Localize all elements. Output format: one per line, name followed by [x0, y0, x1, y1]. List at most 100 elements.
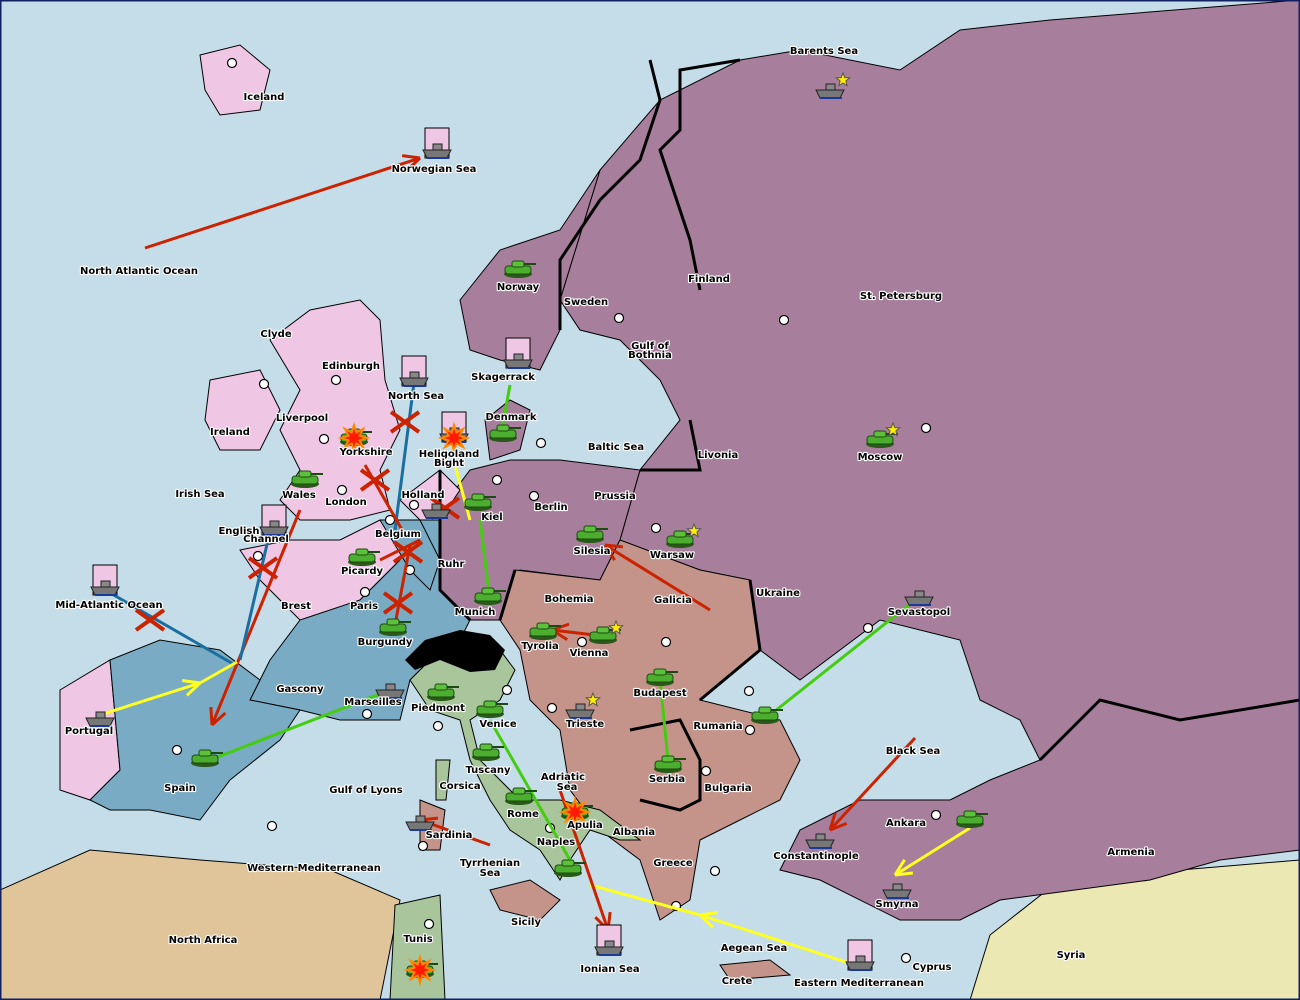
ship-icon[interactable]	[904, 590, 934, 606]
ship-deck	[513, 353, 524, 361]
ship-icon[interactable]	[503, 337, 533, 369]
convoy-line	[589, 883, 701, 917]
region-corsica[interactable]	[435, 759, 451, 801]
star-icon	[607, 619, 625, 635]
region-austria-balkans[interactable]	[499, 539, 801, 921]
support-line	[478, 519, 492, 601]
supply-center-dot	[258, 378, 270, 390]
province-label: St. Petersburg	[860, 291, 942, 302]
supply-center-dot	[613, 312, 625, 324]
province-label: Aegean Sea	[721, 943, 788, 954]
ship-icon[interactable]	[90, 564, 120, 596]
move-order-arrow	[210, 509, 302, 726]
ship-icon[interactable]	[594, 924, 624, 956]
province-label: North Africa	[169, 935, 238, 946]
tank-icon[interactable]	[751, 706, 783, 724]
province-label: Bohemia	[545, 594, 594, 605]
tank-icon[interactable]	[291, 470, 323, 488]
power-border	[658, 58, 741, 291]
province-label: Heligoland	[419, 449, 480, 460]
tank-icon[interactable]	[576, 525, 608, 543]
supply-center-dot	[330, 374, 342, 386]
tank-icon[interactable]	[654, 755, 686, 773]
ship-icon[interactable]	[805, 833, 835, 849]
star-icon	[884, 421, 902, 437]
tank-icon[interactable]	[529, 622, 561, 640]
province-label: Liverpool	[276, 413, 328, 424]
supply-center-dot	[660, 636, 672, 648]
supply-center-dot	[318, 433, 330, 445]
ship-icon[interactable]	[565, 703, 595, 719]
tank-icon[interactable]	[504, 260, 536, 278]
tank-icon[interactable]	[379, 618, 411, 636]
ship-hull	[503, 359, 533, 369]
tank-icon[interactable]	[505, 787, 537, 805]
ship-icon[interactable]	[405, 815, 435, 831]
tank-turret	[673, 530, 687, 538]
ship-deck	[415, 815, 426, 823]
ship-hull	[399, 377, 429, 387]
province-label: Denmark	[486, 412, 537, 423]
tank-icon[interactable]	[476, 700, 508, 718]
tank-icon[interactable]	[474, 587, 506, 605]
ship-icon[interactable]	[375, 683, 405, 699]
province-label: Trieste	[566, 719, 605, 730]
tank-turret	[583, 525, 597, 533]
province-label: Warsaw	[650, 550, 694, 561]
failed-order-x	[382, 591, 414, 615]
region-crete[interactable]	[719, 959, 792, 981]
supply-center-dot	[700, 765, 712, 777]
province-label: Kiel	[481, 512, 502, 523]
ship-icon[interactable]	[845, 939, 875, 971]
tank-icon[interactable]	[464, 493, 496, 511]
tank-icon[interactable]	[348, 548, 380, 566]
ship-icon[interactable]	[422, 127, 452, 159]
region-sicily[interactable]	[489, 879, 561, 921]
tank-icon[interactable]	[489, 424, 521, 442]
tank-turret	[758, 706, 772, 714]
convoy-arrow	[894, 826, 971, 877]
ship-hull	[594, 946, 624, 956]
convoy-arrow	[99, 681, 201, 717]
tank-icon[interactable]	[472, 743, 504, 761]
province-label: Brest	[281, 601, 311, 612]
ship-icon[interactable]	[85, 711, 115, 727]
ship-deck	[431, 503, 442, 511]
ship-icon[interactable]	[815, 83, 845, 99]
move-order-line	[393, 374, 417, 531]
province-label: Serbia	[649, 774, 685, 785]
ship-icon[interactable]	[421, 503, 451, 519]
province-label: Sweden	[564, 297, 608, 308]
province-labels: Barents Sea Iceland Norwegian Sea North Atl…	[54, 45, 1155, 990]
tank-turret	[198, 749, 212, 757]
failed-order-x	[359, 468, 391, 492]
supply-center-dot	[744, 724, 756, 736]
move-order-line	[393, 544, 412, 626]
province-label: Norway	[497, 282, 540, 293]
province-label: Tunis	[403, 934, 432, 945]
region-tunis[interactable]	[389, 894, 446, 1000]
province-label: Galicia	[654, 595, 692, 606]
region-spain[interactable]	[89, 639, 301, 821]
move-order-arrow	[828, 736, 917, 832]
move-order-arrow	[604, 543, 711, 612]
tank-icon[interactable]	[191, 749, 223, 767]
supply-center-dot	[930, 809, 942, 821]
province-label: Gulf of	[631, 341, 669, 352]
ship-icon[interactable]	[882, 883, 912, 899]
tank-icon[interactable]	[646, 668, 678, 686]
ship-hull	[904, 596, 934, 606]
ship-icon[interactable]	[399, 355, 429, 387]
tank-icon[interactable]	[956, 810, 988, 828]
tank-icon[interactable]	[589, 626, 621, 644]
supply-center-dot	[361, 708, 373, 720]
tank-icon[interactable]	[554, 859, 586, 877]
province-label: Piedmont	[411, 703, 465, 714]
region-iceland[interactable]	[199, 44, 271, 116]
ship-icon[interactable]	[259, 504, 289, 536]
province-label: Tyrrhenian	[460, 858, 520, 869]
region-north-africa[interactable]	[0, 849, 401, 1000]
region-ireland[interactable]	[204, 369, 281, 451]
tank-icon[interactable]	[427, 683, 459, 701]
